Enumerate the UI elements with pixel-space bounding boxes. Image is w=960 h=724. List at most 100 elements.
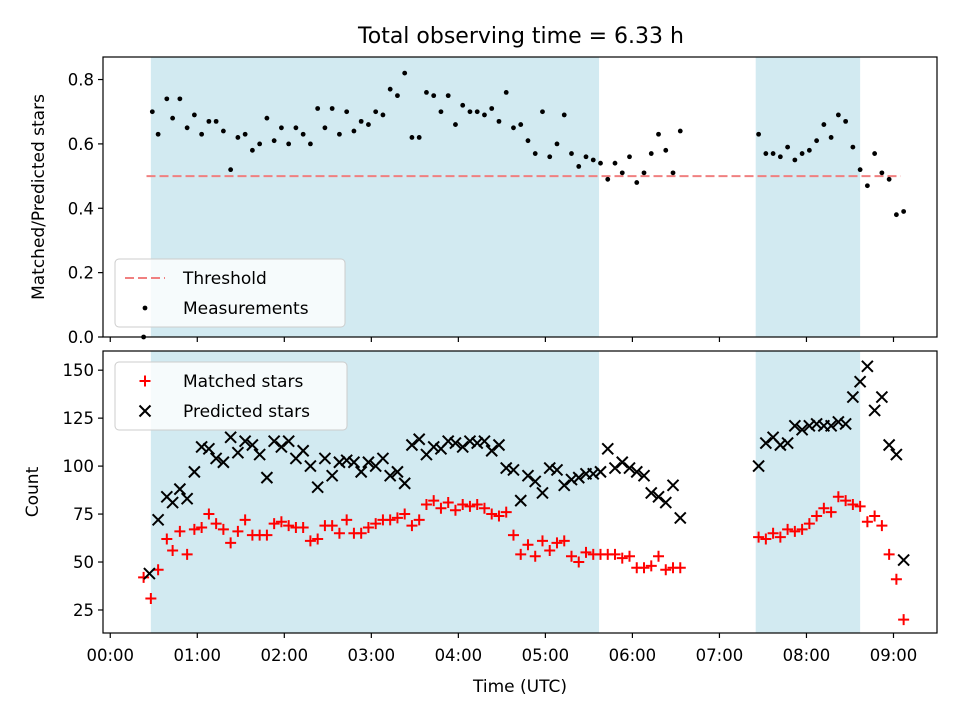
- data-point: [297, 521, 309, 533]
- data-point: [312, 533, 324, 545]
- data-point: [857, 167, 863, 173]
- data-point: [500, 461, 513, 475]
- data-point: [515, 548, 527, 560]
- data-point: [463, 434, 477, 448]
- top-ytick-label: 0.2: [68, 264, 94, 283]
- data-point: [213, 118, 219, 124]
- data-point: [824, 419, 838, 433]
- data-point: [209, 452, 223, 465]
- data-point: [788, 419, 802, 433]
- bottom-ytick-label: 100: [63, 457, 95, 476]
- data-point: [587, 467, 600, 480]
- data-point: [782, 523, 794, 535]
- data-point: [467, 109, 473, 115]
- bottom-ytick-label: 150: [63, 361, 95, 380]
- data-point: [257, 141, 263, 147]
- data-point: [550, 463, 564, 477]
- data-point: [825, 506, 837, 518]
- data-point: [138, 571, 150, 583]
- data-point: [767, 527, 779, 539]
- data-point: [832, 415, 845, 429]
- data-point: [547, 154, 553, 160]
- data-point: [188, 465, 201, 479]
- data-point: [164, 96, 170, 102]
- data-point: [318, 452, 332, 465]
- data-point: [217, 456, 230, 469]
- data-point: [296, 444, 310, 457]
- data-point: [184, 125, 190, 131]
- data-point: [803, 518, 815, 530]
- data-point: [605, 176, 611, 182]
- data-point: [362, 521, 374, 533]
- xlabel: Time (UTC): [472, 677, 567, 697]
- data-point: [898, 614, 910, 626]
- data-point: [890, 573, 902, 585]
- data-point: [828, 135, 834, 140]
- data-point: [478, 502, 490, 514]
- data-point: [558, 479, 571, 492]
- data-point: [565, 550, 577, 562]
- data-point: [267, 434, 281, 448]
- data-point: [235, 135, 241, 140]
- data-point: [231, 446, 245, 459]
- data-point: [406, 520, 418, 532]
- data-point: [522, 539, 534, 551]
- bottom-ytick-label: 125: [63, 409, 95, 428]
- top-ytick-label: 0.4: [68, 199, 94, 218]
- top-ytick-label: 0.8: [68, 71, 94, 90]
- data-point: [485, 444, 498, 457]
- data-point: [340, 454, 353, 467]
- top-legend: Threshold Measurements: [114, 258, 346, 328]
- data-point: [173, 482, 187, 496]
- data-point: [868, 404, 881, 417]
- data-point: [149, 109, 155, 115]
- data-point: [612, 160, 618, 166]
- bottom-ylabel: Count: [23, 466, 43, 517]
- data-point: [624, 550, 636, 562]
- data-point: [590, 157, 596, 163]
- xtick-label: 04:00: [435, 646, 483, 665]
- data-point: [670, 170, 676, 176]
- bottom-ytick-label: 25: [73, 601, 94, 620]
- data-point: [511, 125, 516, 131]
- data-point: [609, 548, 621, 560]
- legend-marker-swatch: [139, 375, 151, 387]
- data-point: [271, 138, 277, 144]
- data-point: [886, 176, 892, 182]
- data-point: [405, 438, 419, 452]
- data-point: [188, 523, 200, 535]
- data-point: [456, 440, 469, 454]
- legend-box: [114, 361, 348, 431]
- data-point: [370, 518, 382, 530]
- data-point: [521, 469, 535, 482]
- data-point: [565, 473, 578, 486]
- data-point: [474, 109, 480, 115]
- data-point: [457, 498, 469, 510]
- bottom-axes-frame: [102, 350, 938, 634]
- xtick-label: 03:00: [348, 646, 396, 665]
- data-point: [806, 147, 812, 153]
- bottom-panel: 25 50 75 100 125 150 00:00 01:00 02:00 03:00 04:00…: [23, 350, 938, 697]
- data-point: [435, 502, 447, 514]
- xtick-label: 08:00: [783, 646, 831, 665]
- data-point: [616, 552, 628, 564]
- data-point: [551, 537, 563, 549]
- data-point: [283, 520, 295, 532]
- data-point: [608, 461, 622, 475]
- data-point: [883, 548, 895, 560]
- xtick-label: 09:00: [870, 646, 918, 665]
- data-point: [383, 469, 397, 482]
- data-point: [648, 151, 654, 156]
- data-point: [645, 486, 658, 500]
- data-point: [315, 106, 321, 111]
- legend-label: Measurements: [183, 299, 309, 319]
- data-point: [674, 511, 687, 525]
- data-point: [482, 112, 487, 118]
- data-point: [864, 183, 870, 189]
- data-point: [398, 477, 411, 490]
- data-point: [329, 106, 335, 111]
- data-point: [300, 131, 306, 137]
- data-point: [286, 141, 292, 147]
- data-point: [304, 459, 317, 473]
- data-point: [503, 90, 509, 95]
